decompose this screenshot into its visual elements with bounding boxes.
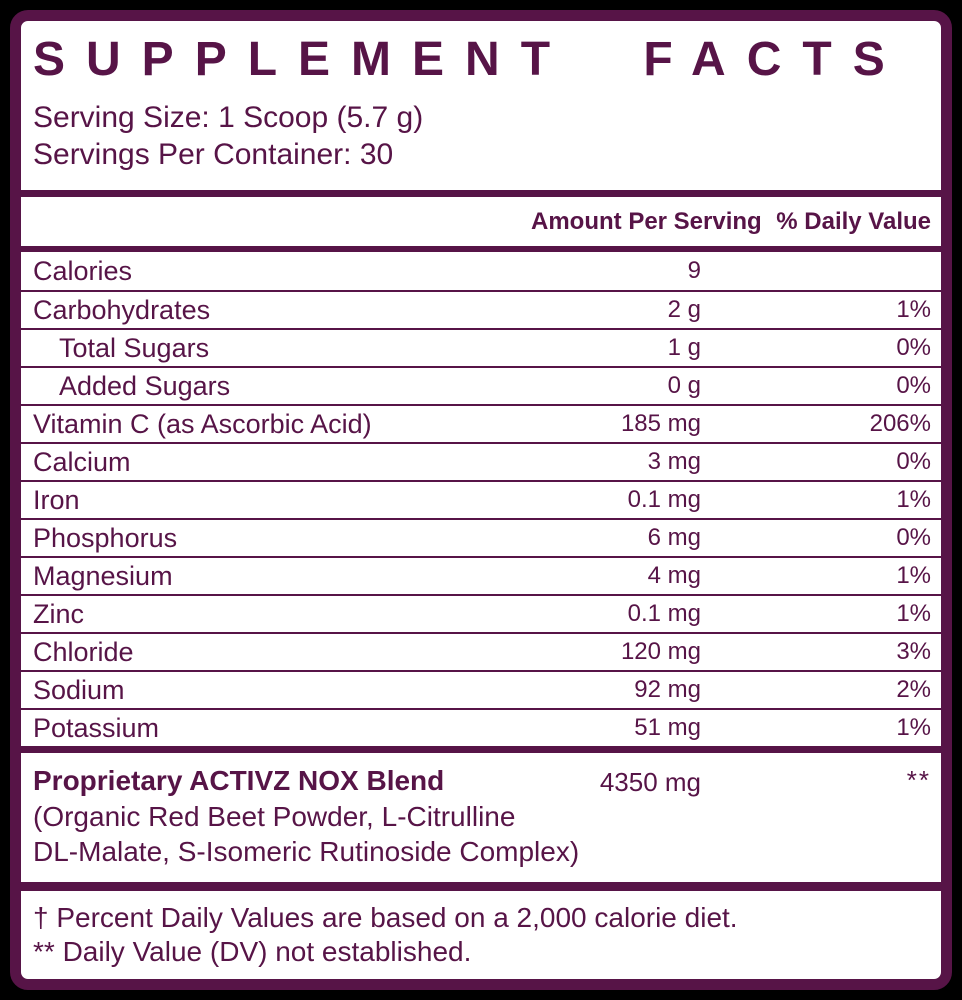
nutrient-daily-value: 1%: [896, 562, 931, 589]
table-row: Calories 9: [21, 252, 941, 290]
nutrient-name: Chloride: [33, 636, 134, 667]
nutrient-daily-value: 206%: [869, 410, 931, 437]
nutrient-name: Magnesium: [33, 560, 173, 591]
nutrient-name: Vitamin C (as Ascorbic Acid): [33, 408, 372, 439]
table-row: Phosphorus 6 mg 0%: [21, 518, 941, 556]
blend-description-line-1: (Organic Red Beet Powder, L-Citrulline: [33, 801, 516, 832]
nutrient-amount: 6 mg: [647, 524, 701, 551]
servings-per-container: Servings Per Container: 30: [33, 138, 394, 172]
nutrient-amount: 92 mg: [634, 676, 701, 703]
nutrient-daily-value: 1%: [896, 600, 931, 627]
blend-amount: 4350 mg: [599, 767, 701, 797]
nutrient-amount: 120 mg: [620, 638, 701, 665]
table-row: Sodium 92 mg 2%: [21, 670, 941, 708]
thick-divider-above-blend: [21, 746, 941, 753]
nutrient-daily-value: 0%: [896, 448, 931, 475]
nutrient-name: Potassium: [33, 712, 160, 743]
nutrient-amount: 3 mg: [647, 448, 701, 475]
table-row: Chloride 120 mg 3%: [21, 632, 941, 670]
table-row: Carbohydrates 2 g 1%: [21, 290, 941, 328]
nutrient-amount: 1 g: [667, 334, 701, 361]
nutrient-amount: 9: [687, 257, 701, 284]
blend-name: Proprietary ACTIVZ NOX Blend: [33, 765, 445, 796]
label-title: SUPPLEMENT FACTS: [33, 33, 906, 86]
nutrient-amount: 0 g: [667, 372, 701, 399]
serving-size: Serving Size: 1 Scoop (5.7 g): [33, 101, 424, 135]
nutrient-daily-value: 1%: [896, 714, 931, 741]
nutrient-daily-value: 1%: [896, 486, 931, 513]
nutrient-daily-value: 1%: [896, 296, 931, 323]
nutrient-name: Carbohydrates: [33, 294, 211, 325]
nutrient-amount: 0.1 mg: [627, 486, 701, 513]
table-row: Magnesium 4 mg 1%: [21, 556, 941, 594]
table-row: Potassium 51 mg 1%: [21, 708, 941, 746]
table-row: Vitamin C (as Ascorbic Acid) 185 mg 206%: [21, 404, 941, 442]
table-row: Calcium 3 mg 0%: [21, 442, 941, 480]
thick-divider-above-footnotes: [21, 882, 941, 891]
table-row: Zinc 0.1 mg 1%: [21, 594, 941, 632]
column-header-row: Amount Per Serving % Daily Value: [21, 197, 941, 246]
nutrient-name: Calories: [33, 255, 133, 286]
column-header-amount: Amount Per Serving: [531, 207, 762, 235]
nutrient-daily-value: 0%: [896, 524, 931, 551]
column-header-daily-value: % Daily Value: [776, 207, 931, 235]
nutrient-amount: 185 mg: [620, 410, 701, 437]
nutrient-daily-value: 0%: [896, 372, 931, 399]
nutrient-daily-value: 2%: [896, 676, 931, 703]
nutrient-name: Total Sugars: [59, 332, 210, 363]
nutrient-amount: 2 g: [667, 296, 701, 323]
nutrient-name: Added Sugars: [59, 370, 231, 401]
table-row: Iron 0.1 mg 1%: [21, 480, 941, 518]
nutrient-name: Iron: [33, 484, 80, 515]
table-row: Total Sugars 1 g 0%: [21, 328, 941, 366]
label-header: SUPPLEMENT FACTS Serving Size: 1 Scoop (…: [21, 21, 941, 190]
nutrient-name: Phosphorus: [33, 522, 178, 553]
blend-description-line-2: DL-Malate, S-Isomeric Rutinoside Complex…: [33, 836, 580, 868]
footnote-dv-not-established: ** Daily Value (DV) not established.: [33, 936, 472, 968]
nutrient-amount: 0.1 mg: [627, 600, 701, 627]
supplement-facts-label: SUPPLEMENT FACTS Serving Size: 1 Scoop (…: [10, 10, 952, 990]
proprietary-blend-section: Proprietary ACTIVZ NOX Blend 4350 mg ** …: [21, 753, 941, 882]
thick-divider-top: [21, 190, 941, 197]
nutrient-daily-value: 0%: [896, 334, 931, 361]
nutrient-name: Sodium: [33, 674, 125, 705]
nutrient-amount: 4 mg: [647, 562, 701, 589]
blend-row: Proprietary ACTIVZ NOX Blend 4350 mg **: [33, 765, 931, 798]
nutrient-name: Zinc: [33, 598, 85, 629]
blend-daily-value: **: [906, 765, 931, 795]
nutrient-rows: Calories 9 Carbohydrates 2 g 1% Total Su…: [21, 252, 941, 746]
nutrient-amount: 51 mg: [634, 714, 701, 741]
nutrient-name: Calcium: [33, 446, 131, 477]
footnote-daily-values: † Percent Daily Values are based on a 2,…: [33, 902, 738, 933]
nutrient-daily-value: 3%: [896, 638, 931, 665]
footnotes-section: † Percent Daily Values are based on a 2,…: [21, 891, 941, 979]
thick-divider-under-header: [21, 246, 941, 252]
table-row: Added Sugars 0 g 0%: [21, 366, 941, 404]
